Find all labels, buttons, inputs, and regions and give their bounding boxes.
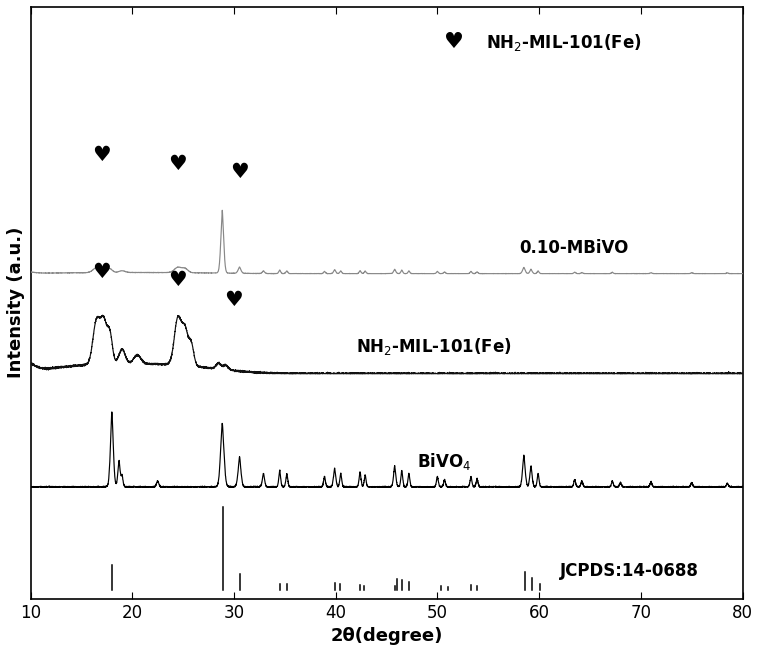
Text: NH$_2$-MIL-101(Fe): NH$_2$-MIL-101(Fe) — [486, 32, 641, 53]
Text: ♥: ♥ — [92, 262, 111, 282]
Text: 0.10-MBiVO: 0.10-MBiVO — [519, 239, 629, 257]
Text: ♥: ♥ — [224, 290, 243, 310]
Text: ♥: ♥ — [169, 154, 188, 173]
Text: BiVO$_4$: BiVO$_4$ — [417, 451, 471, 472]
Y-axis label: Intensity (a.u.): Intensity (a.u.) — [7, 227, 25, 378]
Text: ♥: ♥ — [230, 162, 249, 182]
Text: NH$_2$-MIL-101(Fe): NH$_2$-MIL-101(Fe) — [356, 336, 511, 357]
Text: ♥: ♥ — [444, 33, 464, 52]
X-axis label: 2θ(degree): 2θ(degree) — [331, 627, 443, 645]
Text: ♥: ♥ — [92, 145, 111, 166]
Text: JCPDS:14-0688: JCPDS:14-0688 — [559, 562, 698, 580]
Text: ♥: ♥ — [169, 271, 188, 290]
